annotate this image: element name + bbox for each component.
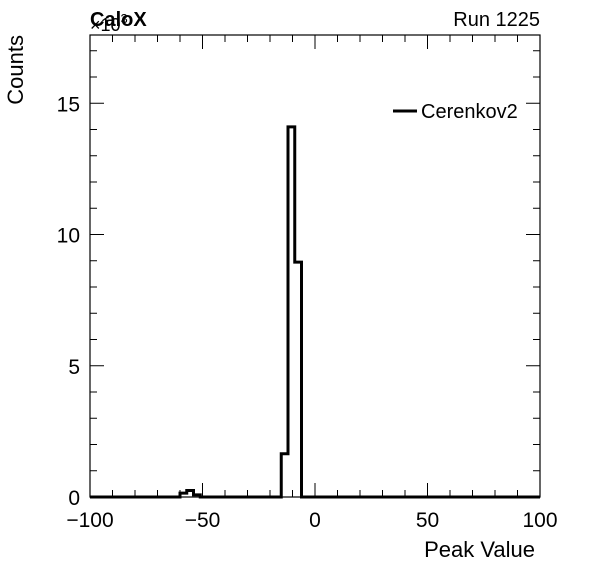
histogram-series-line <box>90 125 540 499</box>
y-tick-label: 0 <box>68 487 80 510</box>
y-multiplier-base: ×10 <box>90 15 121 35</box>
header-label-right: Run 1225 <box>453 9 540 31</box>
y-tick-label: 5 <box>68 356 80 379</box>
x-tick-label: −100 <box>66 509 113 532</box>
y-multiplier-exponent: 3 <box>121 11 128 26</box>
x-tick-label: 50 <box>416 509 439 532</box>
y-tick-label: 15 <box>57 93 80 116</box>
y-tick-label: 10 <box>57 225 80 248</box>
header-label-left: CaloX <box>90 9 147 31</box>
x-axis-title: Peak Value <box>424 537 535 562</box>
x-tick-label: −50 <box>185 509 221 532</box>
x-tick-label: 0 <box>309 509 321 532</box>
x-tick-label: 100 <box>522 509 557 532</box>
legend-entry-label: Cerenkov2 <box>421 101 518 123</box>
y-multiplier: ×103 <box>90 11 128 35</box>
y-axis-title: Counts <box>3 35 28 105</box>
